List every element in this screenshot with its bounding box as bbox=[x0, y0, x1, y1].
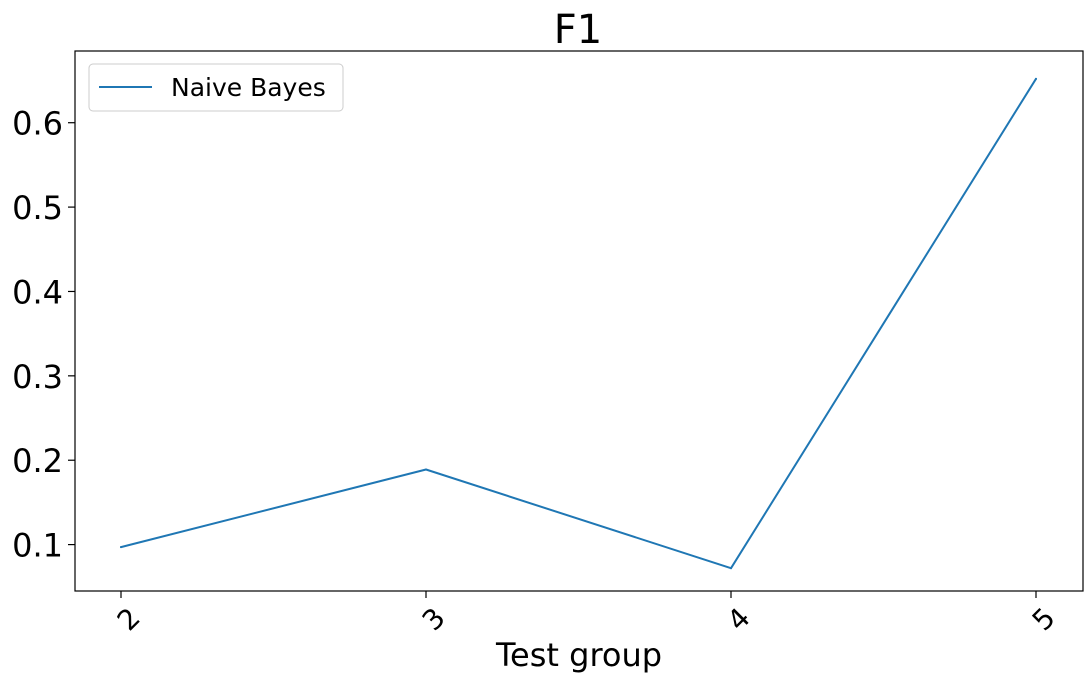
x-tick-label: 2 bbox=[111, 601, 147, 637]
x-tick-label: 5 bbox=[1026, 601, 1062, 637]
legend-label: Naive Bayes bbox=[171, 73, 326, 102]
y-tick-label: 0.6 bbox=[12, 105, 63, 143]
plot-frame bbox=[74, 50, 1084, 592]
y-axis-ticks: 0.1 0.2 0.3 0.4 0.5 0.6 bbox=[12, 105, 75, 565]
y-tick-label: 0.2 bbox=[12, 442, 63, 480]
data-point bbox=[120, 546, 122, 549]
legend-box bbox=[88, 63, 344, 112]
y-tick-label: 0.4 bbox=[12, 273, 63, 311]
y-tick-label: 0.1 bbox=[12, 527, 63, 565]
legend: Naive Bayes bbox=[88, 63, 344, 112]
series-line-0 bbox=[120, 77, 1037, 570]
x-axis-ticks: 2 3 4 5 bbox=[111, 591, 1062, 637]
x-axis-label: Test group bbox=[495, 636, 662, 674]
x-tick-label: 3 bbox=[416, 601, 452, 637]
data-point bbox=[1035, 77, 1037, 80]
y-tick-label: 0.5 bbox=[12, 189, 63, 227]
series-layer bbox=[120, 77, 1037, 570]
data-point bbox=[730, 567, 732, 570]
x-tick-label: 4 bbox=[721, 601, 757, 637]
y-tick-label: 0.3 bbox=[12, 358, 63, 396]
data-point bbox=[425, 468, 427, 471]
chart-title: F1 bbox=[554, 7, 602, 53]
